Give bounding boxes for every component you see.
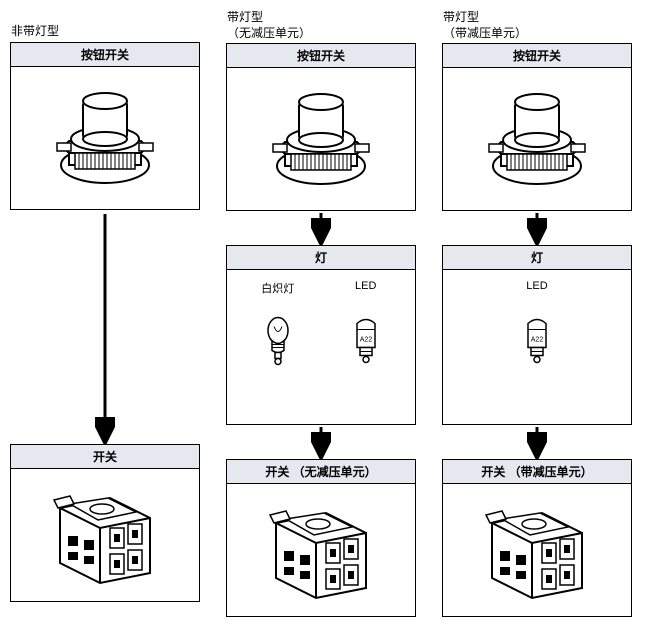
col2-lamp-header: 灯 [227,246,415,270]
column-lamp-with-reducer: 带灯型 （带减压单元） 按钮开关 灯 LED [442,10,632,617]
col1-title-line1: 非带灯型 [11,24,201,40]
col2-pushbutton-box: 按钮开关 [226,43,416,211]
diagram-grid: 非带灯型 按钮开关 开关 带灯型 （无减压单元） 按钮开关 [10,10,645,617]
col1-pushbutton-box: 按钮开关 [10,42,200,210]
col1-pushbutton-header: 按钮开关 [11,43,199,67]
switchblock-icon [472,493,602,608]
pushbutton-icon [45,83,165,193]
col3-arrow2 [442,425,632,459]
col2-switch-box: 开关 （无减压单元） [226,459,416,617]
col1-switch-header: 开关 [11,445,199,469]
led-item: LED [522,280,552,369]
col2-title-line2: （无减压单元） [227,26,417,42]
col2-arrow1 [226,211,416,245]
col3-title: 带灯型 （带减压单元） [441,10,633,43]
col1-switch-box: 开关 [10,444,200,602]
led-icon [351,314,381,369]
column-no-lamp: 非带灯型 按钮开关 开关 [10,10,200,602]
col2-title: 带灯型 （无减压单元） [225,10,417,43]
column-lamp-no-reducer: 带灯型 （无减压单元） 按钮开关 灯 白炽灯 LED [226,10,416,617]
col3-title-line1: 带灯型 [443,10,633,26]
col3-lamp-header: 灯 [443,246,631,270]
col3-pushbutton-header: 按钮开关 [443,44,631,68]
led-label: LED [526,280,547,292]
col3-arrow1 [442,211,632,245]
col3-switch-box: 开关 （带减压单元） [442,459,632,617]
col2-switch-header: 开关 （无减压单元） [227,460,415,484]
pushbutton-icon [261,84,381,194]
switchblock-icon [40,478,170,593]
col2-lamp-box: 灯 白炽灯 LED [226,245,416,425]
led-label: LED [355,280,376,292]
col2-title-line1: 带灯型 [227,10,417,26]
col2-pushbutton-header: 按钮开关 [227,44,415,68]
col2-arrow2 [226,425,416,459]
col3-lamp-box: 灯 LED [442,245,632,425]
incandescent-icon [263,314,293,369]
incandescent-label: 白炽灯 [261,280,294,296]
led-icon [522,314,552,369]
switchblock-icon [256,493,386,608]
led-item: LED [351,280,381,369]
col3-title-line2: （带减压单元） [443,26,633,42]
incandescent-item: 白炽灯 [261,280,294,369]
col1-title: 非带灯型 [9,10,201,42]
col3-switch-header: 开关 （带减压单元） [443,460,631,484]
col3-pushbutton-box: 按钮开关 [442,43,632,211]
col1-arrow [10,210,200,444]
pushbutton-icon [477,84,597,194]
